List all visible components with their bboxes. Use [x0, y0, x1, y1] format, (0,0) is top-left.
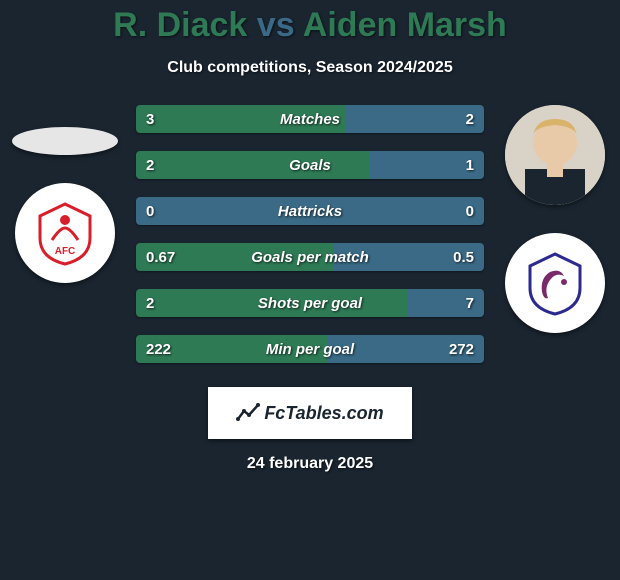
player2-avatar [505, 105, 605, 205]
player1-avatar [12, 127, 118, 155]
bar-label: Goals per match [136, 243, 484, 271]
player2-silhouette [505, 105, 605, 205]
stat-bar: 32Matches [136, 105, 484, 133]
title-vs: vs [257, 6, 295, 44]
right-column [500, 105, 610, 333]
title-player2: Aiden Marsh [303, 6, 507, 44]
bar-label: Matches [136, 105, 484, 133]
bar-label: Goals [136, 151, 484, 179]
stat-bar: 222272Min per goal [136, 335, 484, 363]
stat-bar: 21Goals [136, 151, 484, 179]
title-player1: R. Diack [113, 6, 247, 44]
bar-label: Shots per goal [136, 289, 484, 317]
player1-club-badge: AFC [15, 183, 115, 283]
stat-bar: 0.670.5Goals per match [136, 243, 484, 271]
club1-icon: AFC [30, 198, 100, 268]
club2-icon [520, 248, 590, 318]
chart-icon [236, 401, 260, 425]
stat-bars: 32Matches 21Goals 00Hattricks 0.670.5Goals … [136, 105, 484, 363]
footer-date: 24 february 2025 [0, 455, 620, 473]
stat-bar: 27Shots per goal [136, 289, 484, 317]
page-title: R. Diack vs Aiden Marsh [0, 0, 620, 45]
subtitle: Club competitions, Season 2024/2025 [0, 59, 620, 77]
svg-text:AFC: AFC [55, 246, 76, 257]
footer-logo: FcTables.com [208, 387, 412, 439]
comparison-content: AFC 32Matches 21Goals 00Hattricks 0.670.5Go… [0, 105, 620, 363]
left-column: AFC [10, 105, 120, 283]
bar-label: Hattricks [136, 197, 484, 225]
bar-label: Min per goal [136, 335, 484, 363]
footer-logo-text: FcTables.com [264, 403, 383, 424]
stat-bar: 00Hattricks [136, 197, 484, 225]
player2-club-badge [505, 233, 605, 333]
